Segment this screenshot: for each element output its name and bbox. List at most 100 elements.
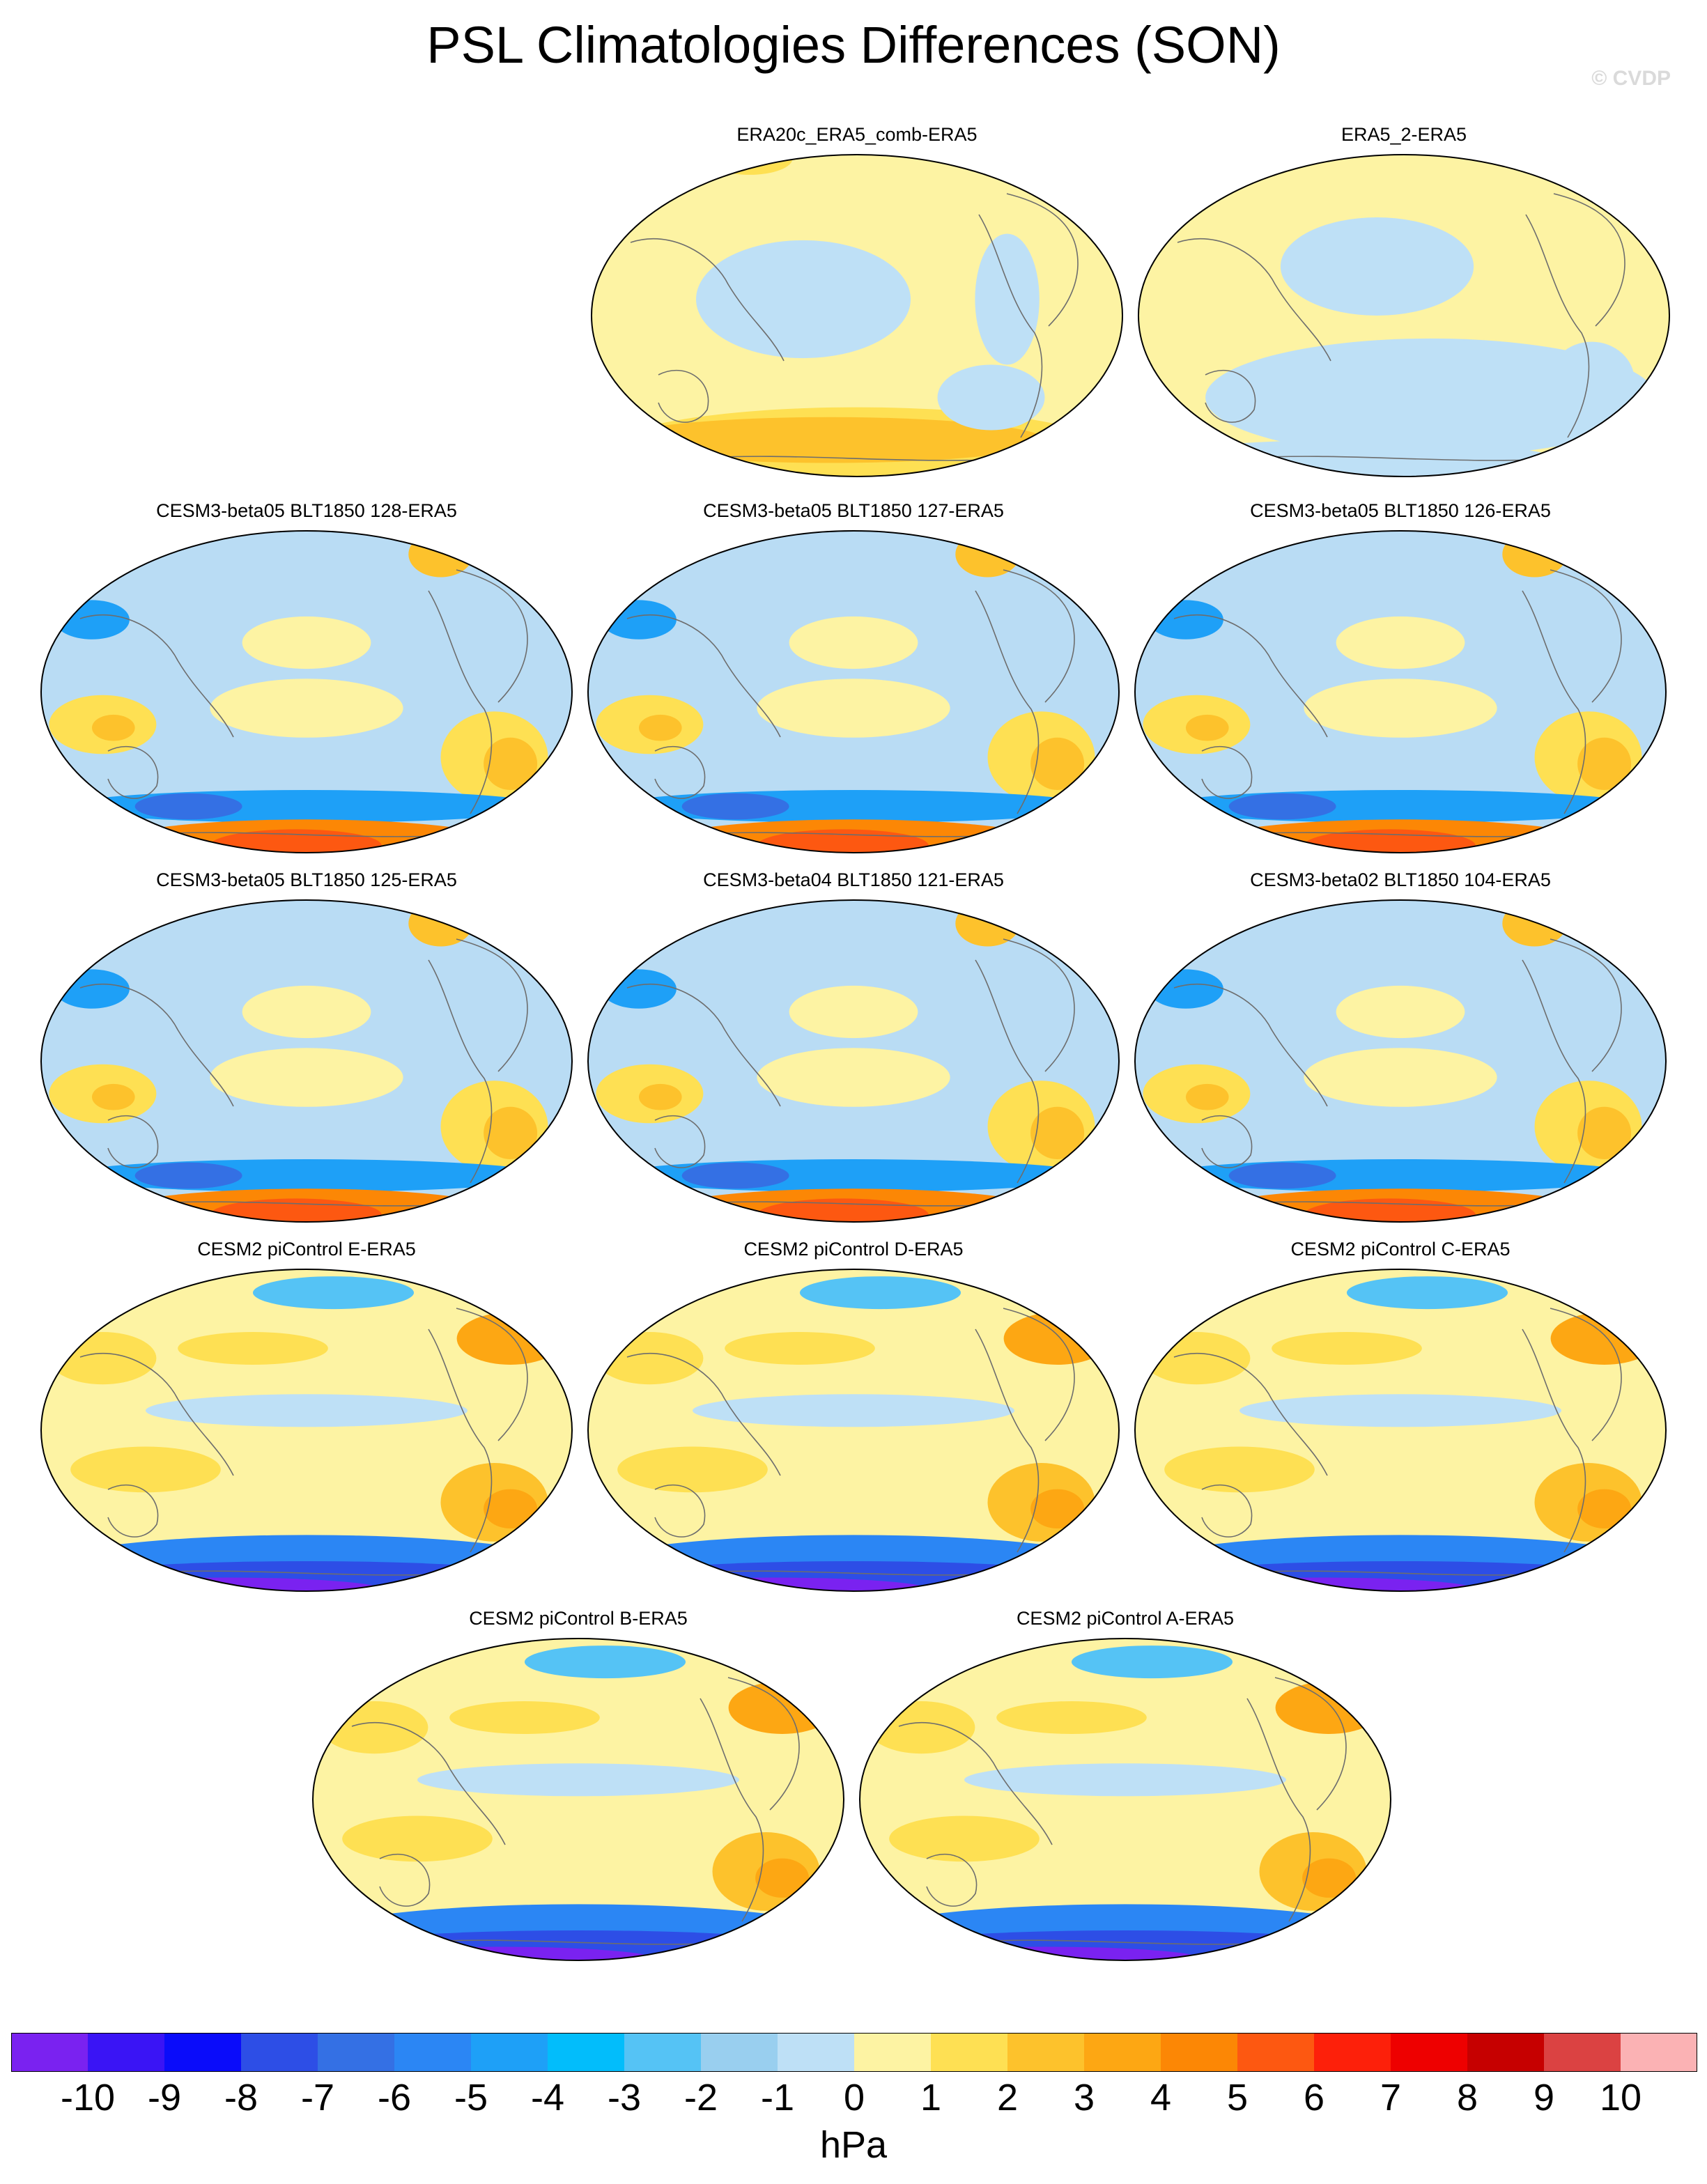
contour-region — [210, 1048, 403, 1107]
robinson-map — [40, 899, 573, 1223]
robinson-map — [1134, 530, 1667, 853]
contour-region — [70, 1446, 221, 1493]
contour-region — [417, 1763, 739, 1797]
contour-region — [996, 1701, 1147, 1734]
contour-region — [1228, 793, 1336, 820]
map-outline — [587, 1269, 1120, 1592]
robinson-map — [1134, 899, 1667, 1223]
contour-region — [975, 233, 1040, 365]
colorbar-tick-label: -2 — [683, 2077, 718, 2119]
contour-region — [320, 1701, 428, 1754]
contour-region — [408, 531, 473, 578]
contour-region — [1577, 1106, 1632, 1159]
panel-title: CESM3-beta05 BLT1850 125-ERA5 — [156, 869, 457, 890]
map-outline — [1138, 154, 1670, 477]
map-outline — [1134, 530, 1667, 853]
contour-region — [1003, 1312, 1111, 1365]
contour-region — [1302, 1858, 1357, 1898]
map-outline — [312, 1638, 844, 1961]
contour-region — [596, 1332, 704, 1385]
map-panel: CESM3-beta05 BLT1850 128-ERA5 — [38, 500, 575, 862]
contour-region — [1577, 737, 1632, 790]
contour-region — [757, 679, 950, 738]
panel-title: CESM3-beta02 BLT1850 104-ERA5 — [1250, 869, 1551, 890]
contour-region — [1304, 1048, 1497, 1107]
robinson-map — [587, 899, 1120, 1223]
figure-title: PSL Climatologies Differences (SON) — [426, 16, 1281, 74]
coastline — [79, 569, 528, 837]
map-outline — [40, 1269, 573, 1592]
map-outline — [591, 154, 1123, 477]
contour-region — [867, 1701, 975, 1754]
contour-region — [964, 1763, 1286, 1797]
contour-region — [955, 900, 1020, 947]
contour-region — [671, 1208, 736, 1222]
panel-title: CESM3-beta05 BLT1850 127-ERA5 — [703, 500, 1004, 521]
coastline — [626, 1308, 1075, 1576]
colorbar-swatch — [471, 2033, 548, 2072]
contour-region — [681, 1162, 789, 1189]
contour-region — [1186, 714, 1229, 741]
contour-region — [800, 1276, 961, 1310]
colorbar-swatch — [241, 2033, 318, 2072]
colorbar-tick-label: -3 — [607, 2077, 642, 2119]
coastline — [1173, 1308, 1622, 1576]
colorbar-swatch — [1391, 2033, 1468, 2072]
coastline — [626, 938, 1075, 1207]
contour-region — [937, 364, 1045, 431]
contour-region — [210, 679, 403, 738]
contour-region — [1030, 1489, 1085, 1528]
contour-region — [124, 839, 189, 853]
map-panel: CESM2 piControl D-ERA5 — [585, 1239, 1122, 1601]
map-panel: CESM3-beta05 BLT1850 125-ERA5 — [38, 869, 575, 1232]
robinson-map — [587, 530, 1120, 853]
contour-region — [54, 600, 130, 640]
contour-region — [1218, 1208, 1283, 1222]
map-panel: CESM3-beta04 BLT1850 121-ERA5 — [585, 869, 1122, 1232]
contour-region — [1205, 338, 1656, 457]
contour-region — [134, 793, 242, 820]
contour-region — [210, 1198, 382, 1222]
map-panel: CESM2 piControl C-ERA5 — [1132, 1239, 1669, 1601]
contour-region — [1502, 531, 1567, 578]
contour-region — [124, 1208, 189, 1222]
colorbar-tick-label: -1 — [760, 2077, 795, 2119]
panel-title: CESM3-beta04 BLT1850 121-ERA5 — [703, 869, 1004, 890]
contour-region — [1336, 616, 1465, 669]
map-panel: CESM2 piControl E-ERA5 — [38, 1239, 575, 1601]
panel-title: ERA20c_ERA5_comb-ERA5 — [736, 124, 978, 145]
contour-region — [1280, 217, 1474, 316]
contour-region — [525, 1645, 686, 1679]
colorbar-swatch — [1237, 2033, 1315, 2072]
colorbar-tick-label: 0 — [843, 2077, 865, 2119]
map-panel: ERA5_2-ERA5 — [1136, 124, 1672, 486]
colorbar-tick-label: 1 — [920, 2077, 942, 2119]
contour-region — [1218, 839, 1283, 853]
contour-region — [1336, 985, 1465, 1039]
colorbar-swatch — [164, 2033, 242, 2072]
contour-region — [1030, 1106, 1085, 1159]
contour-region — [92, 1083, 135, 1110]
robinson-map — [40, 1269, 573, 1592]
colorbar-tick-labels: -10 -9 -8 -7 -6 -5 -4 -3 -2 -1 0 1 2 3 4 5 6 7 8 9 10 — [0, 2076, 1707, 2119]
colorbar-swatch — [1007, 2033, 1085, 2072]
contour-region — [1072, 1645, 1233, 1679]
robinson-map — [1134, 1269, 1667, 1592]
panel-title: CESM2 piControl D-ERA5 — [743, 1239, 964, 1260]
colorbar-tick-label: -7 — [300, 2077, 335, 2119]
map-panel: CESM3-beta02 BLT1850 104-ERA5 — [1132, 869, 1669, 1232]
contour-region — [601, 600, 677, 640]
map-outline — [587, 899, 1120, 1223]
colorbar-tick-label: 10 — [1599, 2077, 1642, 2119]
contour-region — [408, 900, 473, 947]
panel-title: CESM2 piControl C-ERA5 — [1290, 1239, 1511, 1260]
contour-region — [54, 969, 130, 1009]
map-outline — [587, 530, 1120, 853]
contour-region — [1030, 737, 1085, 790]
colorbar-swatch — [1467, 2033, 1545, 2072]
contour-region — [342, 1815, 493, 1862]
robinson-map — [587, 1269, 1120, 1592]
cvdp-watermark: © CVDP — [1591, 67, 1671, 90]
coastline — [351, 1677, 800, 1945]
colorbar-swatch — [1161, 2033, 1238, 2072]
